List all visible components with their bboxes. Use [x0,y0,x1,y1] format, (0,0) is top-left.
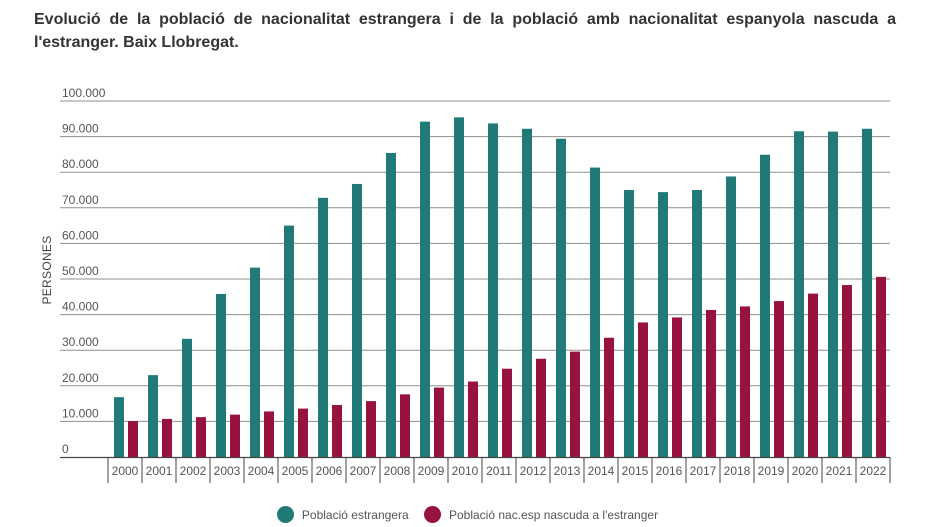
y-tick-label: 80.000 [62,157,99,171]
bar-series-2-2010[interactable] [468,381,478,457]
x-tick-label: 2021 [826,464,853,478]
bar-series-1-2002[interactable] [182,338,192,457]
bar-series-2-2006[interactable] [332,405,342,457]
y-tick-label: 10.000 [62,406,99,420]
x-tick-label: 2002 [180,464,207,478]
x-axis: 2000 2001 2002 2003 2004 2005 2006 2007 2008 2009… [60,456,891,483]
bar-series-1-2005[interactable] [284,225,294,457]
x-tick-label: 2019 [758,464,785,478]
bar-series-2-2002[interactable] [196,417,206,457]
x-tick-label: 2018 [724,464,751,478]
x-tick-label: 2004 [248,464,275,478]
bar-series-1-2022[interactable] [862,128,872,457]
bar-series-1-2011[interactable] [488,123,498,457]
bar-series-2-2005[interactable] [298,408,308,457]
bar-series-1-2012[interactable] [522,128,532,457]
x-tick-label: 2008 [384,464,411,478]
bar-series-1-2021[interactable] [828,131,838,457]
legend-item-series-2[interactable]: Població nac.esp nascuda a l'estranger [423,506,659,523]
bars [114,117,886,458]
y-tick-label: 40.000 [62,300,99,314]
bar-series-1-2016[interactable] [658,192,668,458]
bar-series-2-2008[interactable] [400,394,410,457]
x-tick-label: 2022 [860,464,887,478]
bar-series-2-2009[interactable] [434,387,444,457]
bar-series-2-2021[interactable] [842,285,852,457]
legend-label-series-2: Població nac.esp nascuda a l'estranger [448,507,659,522]
legend-dot-series-1 [276,506,294,523]
bar-series-1-2007[interactable] [352,183,362,457]
bar-series-2-2012[interactable] [536,358,546,457]
bar-series-2-2022[interactable] [876,276,886,457]
x-tick-label: 2010 [452,464,479,478]
bar-series-2-2004[interactable] [264,411,274,457]
chart-title: Evolució de la població de nacionalitat … [34,11,896,51]
x-tick-label: 2014 [588,464,615,478]
bar-series-2-2001[interactable] [162,418,172,457]
bar-series-2-2003[interactable] [230,414,240,457]
legend-item-series-1[interactable]: Població estrangera [276,506,409,523]
x-tick-label: 2003 [214,464,241,478]
x-tick-label: 2017 [690,464,717,478]
x-tick-label: 2006 [316,464,343,478]
y-tick-label: 20.000 [62,371,99,385]
bar-series-2-2019[interactable] [774,301,784,457]
bar-series-2-2013[interactable] [570,351,580,457]
bar-series-2-2018[interactable] [740,306,750,457]
x-tick-label: 2009 [418,464,445,478]
x-tick-label: 2000 [112,464,139,478]
y-tick-label: 90.000 [62,122,99,136]
bar-series-2-2011[interactable] [502,368,512,457]
x-tick-label: 2015 [622,464,649,478]
x-tick-label: 2001 [146,464,173,478]
y-tick-label: 100.000 [62,86,106,100]
bar-series-1-2017[interactable] [692,190,702,457]
bar-series-1-2001[interactable] [148,375,158,457]
bar-series-2-2020[interactable] [808,293,818,457]
bar-series-2-2017[interactable] [706,309,716,457]
x-tick-label: 2020 [792,464,819,478]
legend: Població estrangera Població nac.esp nas… [0,506,935,526]
legend-label-series-1: Població estrangera [301,507,409,522]
bar-series-1-2003[interactable] [216,293,226,457]
bar-series-2-2016[interactable] [672,317,682,457]
y-tick-label: 50.000 [62,264,99,278]
x-tick-label: 2005 [282,464,309,478]
bar-series-2-2007[interactable] [366,401,376,457]
legend-dot-series-2 [423,506,441,523]
y-axis-title: PERSONES [40,235,54,304]
bar-series-1-2013[interactable] [556,138,566,457]
y-tick-label: 70.000 [62,193,99,207]
bar-series-1-2019[interactable] [760,154,770,458]
bar-series-2-2014[interactable] [604,337,614,457]
bar-series-2-2015[interactable] [638,322,648,457]
x-tick-label: 2016 [656,464,683,478]
bar-series-1-2020[interactable] [794,131,804,457]
gridlines [60,100,890,422]
bar-chart: 0 10.000 20.000 30.000 40.000 50.000 60.000 70.… [40,86,891,483]
y-tick-label: 0 [62,442,69,456]
bar-series-1-2010[interactable] [454,117,464,457]
y-tick-label: 60.000 [62,228,99,242]
bar-series-1-2015[interactable] [624,190,634,457]
x-tick-label: 2012 [520,464,547,478]
y-axis-ticks: 0 10.000 20.000 30.000 40.000 50.000 60.000 70.… [62,86,106,456]
y-tick-label: 30.000 [62,335,99,349]
bar-series-1-2004[interactable] [250,267,260,457]
x-tick-label: 2013 [554,464,581,478]
bar-series-1-2009[interactable] [420,121,430,457]
bar-series-1-2008[interactable] [386,152,396,457]
bar-series-1-2000[interactable] [114,397,124,457]
bar-series-1-2006[interactable] [318,197,328,457]
bar-series-2-2000[interactable] [128,421,138,457]
bar-series-1-2018[interactable] [726,176,736,458]
bar-series-1-2014[interactable] [590,167,600,457]
x-tick-label: 2011 [486,464,512,478]
x-tick-label: 2007 [350,464,377,478]
